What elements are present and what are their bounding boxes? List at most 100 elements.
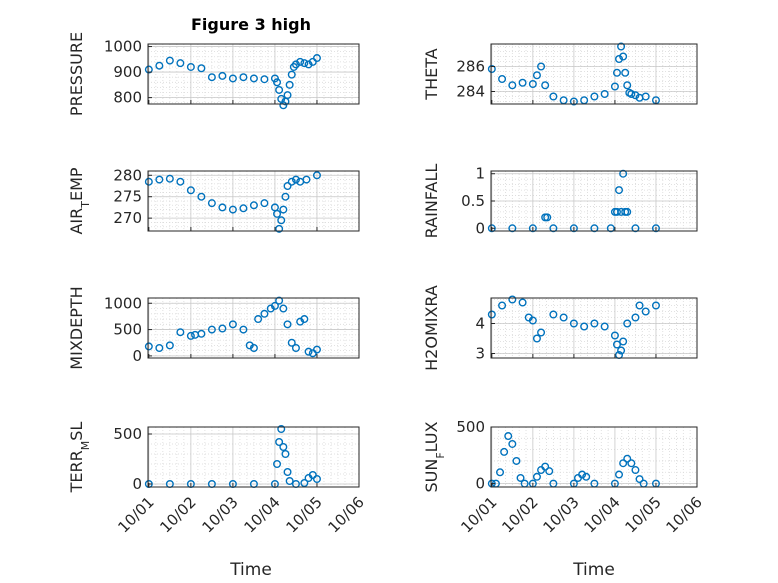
y-axis-label: THETA — [422, 48, 441, 100]
y-axis-label: MIXDEPTH — [67, 286, 86, 369]
plot-area — [491, 298, 697, 358]
data-point — [254, 315, 263, 324]
data-point — [590, 319, 599, 328]
x-tick-label: 10/01 — [114, 493, 157, 536]
x-tick-label: 10/04 — [240, 493, 283, 536]
data-point — [498, 74, 507, 83]
data-point — [277, 216, 286, 225]
data-point — [549, 92, 558, 101]
x-tick-label: 10/03 — [539, 493, 582, 536]
data-point — [260, 309, 269, 318]
data-point — [270, 74, 279, 83]
data-point — [631, 466, 640, 475]
data-point — [197, 192, 206, 201]
data-point — [273, 209, 282, 218]
data-point — [283, 181, 292, 190]
data-point — [500, 447, 509, 456]
data-point — [619, 169, 628, 178]
axes-box — [147, 297, 360, 359]
y-tick-label: 270 — [113, 209, 142, 227]
y-tick-label: 0 — [132, 347, 142, 365]
data-point — [279, 443, 288, 452]
data-point — [518, 298, 527, 307]
data-point — [302, 175, 311, 184]
x-tick-label: 10/05 — [282, 493, 325, 536]
data-point — [549, 310, 558, 319]
data-point — [612, 68, 621, 77]
data-point — [641, 92, 650, 101]
data-point — [300, 479, 309, 488]
data-point — [165, 56, 174, 65]
data-point — [283, 91, 292, 100]
data-point — [186, 62, 195, 71]
data-point — [590, 224, 599, 233]
x-tick-label: 10/04 — [580, 493, 623, 536]
data-point — [176, 59, 185, 68]
y-axis-label: AIRTEMP — [67, 167, 92, 234]
data-point — [617, 42, 626, 51]
y-tick-label: 500 — [113, 321, 142, 339]
data-point — [300, 59, 309, 68]
data-point — [600, 322, 609, 331]
data-point — [228, 320, 237, 329]
y-tick-label: 0 — [132, 475, 142, 493]
data-point — [615, 186, 624, 195]
data-point — [283, 320, 292, 329]
data-point — [312, 171, 321, 180]
axes-box — [147, 170, 360, 232]
data-point — [186, 186, 195, 195]
y-axis-label: TERRMSL — [67, 422, 92, 494]
data-point — [249, 201, 258, 210]
data-point — [197, 64, 206, 73]
data-point — [144, 177, 153, 186]
data-point — [273, 78, 282, 87]
data-point — [528, 79, 537, 88]
data-point — [627, 459, 636, 468]
data-point — [610, 331, 619, 340]
data-point — [582, 472, 591, 481]
data-point — [512, 456, 521, 465]
data-point — [627, 89, 636, 98]
data-point — [308, 471, 317, 480]
data-point — [304, 347, 313, 356]
data-point — [155, 61, 164, 70]
data-point — [541, 81, 550, 90]
data-point — [635, 301, 644, 310]
data-point — [273, 460, 282, 469]
axes-box — [147, 426, 360, 488]
data-point — [275, 438, 284, 447]
data-point — [218, 324, 227, 333]
x-tick-label: 10/03 — [198, 493, 241, 536]
data-point — [281, 192, 290, 201]
data-point — [543, 213, 552, 222]
data-point — [549, 224, 558, 233]
y-axis-label: PRESSURE — [67, 32, 86, 116]
data-point — [532, 472, 541, 481]
data-point — [287, 177, 296, 186]
data-point — [239, 325, 248, 334]
subplot-rainfall: 0 0.5 1 RAINFALL — [422, 164, 698, 238]
x-tick-label: 10/02 — [156, 493, 199, 536]
x-axis-label-right: Time — [572, 560, 615, 580]
data-point — [619, 52, 628, 61]
data-point — [612, 207, 621, 216]
y-tick-label: 1 — [475, 165, 485, 183]
data-point — [279, 205, 288, 214]
data-point — [532, 71, 541, 80]
data-point — [249, 344, 258, 353]
data-point — [619, 459, 628, 468]
data-point — [631, 313, 640, 322]
data-point — [537, 328, 546, 337]
data-point — [631, 224, 640, 233]
data-point — [496, 468, 505, 477]
data-point — [197, 329, 206, 338]
data-point — [260, 75, 269, 84]
data-point — [275, 296, 284, 305]
figure-title: Figure 3 high — [191, 15, 311, 34]
data-point — [641, 307, 650, 316]
data-point — [518, 78, 527, 87]
data-point — [144, 342, 153, 351]
data-point — [279, 304, 288, 313]
y-tick-label: 500 — [113, 425, 142, 443]
